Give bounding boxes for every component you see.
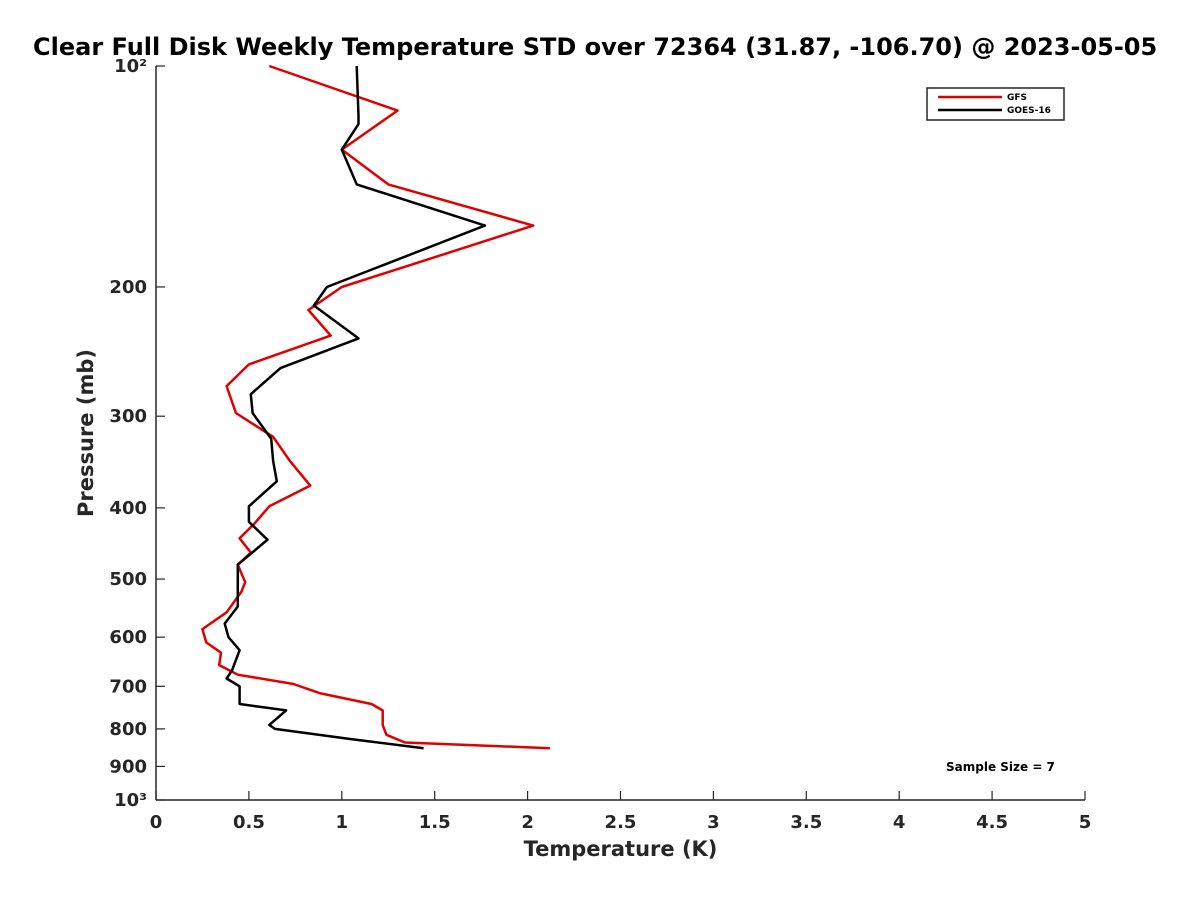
- x-tick-label: 2: [521, 812, 534, 833]
- x-tick-label: 4.5: [976, 812, 1008, 833]
- plot-area: [155, 64, 1085, 801]
- chart-title: Clear Full Disk Weekly Temperature STD o…: [33, 33, 1157, 61]
- x-tick-label: 3.5: [790, 812, 822, 833]
- y-tick-label: 600: [109, 627, 147, 648]
- x-axis-label: Temperature (K): [524, 837, 718, 861]
- x-tick-label: 0: [150, 812, 163, 833]
- y-tick-label: 200: [109, 277, 147, 298]
- y-tick-label: 900: [109, 756, 147, 777]
- x-tick-label: 4: [893, 812, 906, 833]
- y-tick-label: 10²: [114, 56, 147, 77]
- legend-label-goes16: GOES-16: [1007, 106, 1051, 116]
- y-tick-label: 500: [109, 569, 147, 590]
- y-tick-label: 800: [109, 719, 147, 740]
- sample-size-annotation: Sample Size = 7: [946, 760, 1055, 774]
- x-tick-label: 1: [336, 812, 349, 833]
- x-tick-label: 5: [1079, 812, 1092, 833]
- y-tick-label: 700: [109, 676, 147, 697]
- x-axis-ticks: 0 0.5 1 1.5 2 2.5 3 3.5 4 4.5 5: [150, 791, 1092, 833]
- x-tick-label: 0.5: [233, 812, 265, 833]
- plot-background: [156, 66, 1085, 800]
- legend: GFS GOES-16: [926, 87, 1065, 121]
- y-tick-label: 10³: [114, 790, 147, 811]
- y-axis-label: Pressure (mb): [74, 349, 98, 517]
- legend-label-gfs: GFS: [1007, 93, 1027, 103]
- x-tick-label: 1.5: [419, 812, 451, 833]
- y-tick-label: 400: [109, 498, 147, 519]
- x-tick-label: 2.5: [605, 812, 637, 833]
- y-tick-label: 300: [109, 406, 147, 427]
- y-axis-ticks: 10² 200 300 400 500 600 700 800 900 10³: [109, 56, 165, 811]
- series-layer: [201, 64, 550, 750]
- x-tick-label: 3: [707, 812, 720, 833]
- legend-box: [926, 87, 1065, 121]
- series-line-goes16: [223, 65, 487, 750]
